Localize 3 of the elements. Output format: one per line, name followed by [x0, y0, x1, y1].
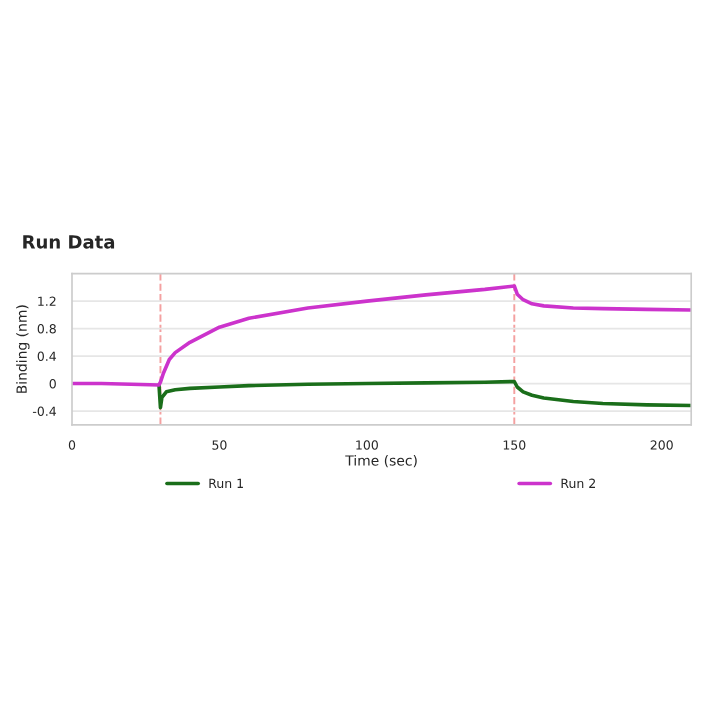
line-series — [72, 284, 692, 387]
chart-title: Run Data — [23, 235, 115, 249]
line-series — [157, 379, 692, 410]
